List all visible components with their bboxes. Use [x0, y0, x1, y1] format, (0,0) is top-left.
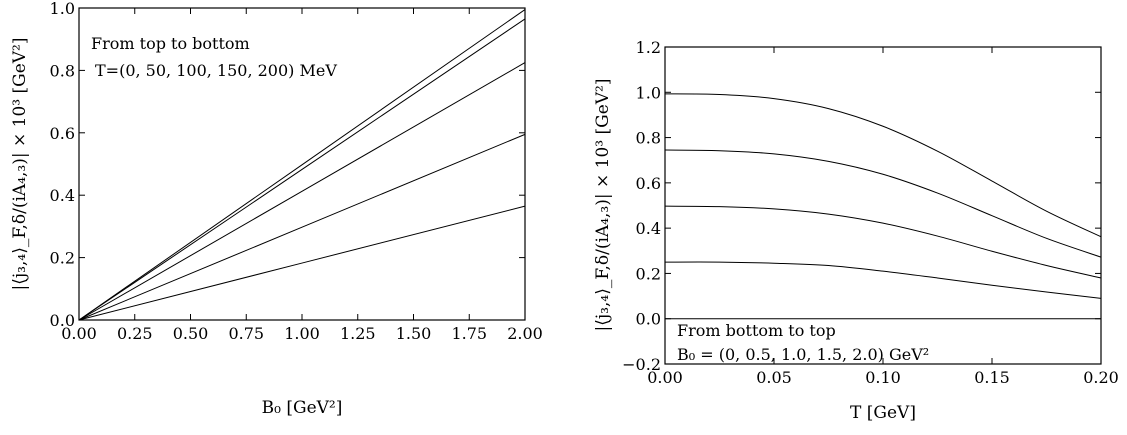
left-curves [78, 9, 526, 321]
y-tick-label: 0.0 [50, 311, 75, 330]
right-x-axis-label: T [GeV] [850, 403, 916, 423]
y-tick-label: 0.4 [636, 219, 661, 238]
series-line-3 [78, 133, 526, 321]
x-tick-label: 0.00 [61, 324, 97, 343]
series-line-2 [78, 62, 526, 321]
x-tick-label: 0.75 [228, 324, 264, 343]
y-tick-label: 1.0 [636, 83, 661, 102]
series-line-4 [664, 93, 1102, 238]
right-y-tick-labels: −0.2 0.0 0.2 0.4 0.6 0.8 1.0 1.2 [622, 38, 661, 374]
x-tick-label: 1.00 [284, 324, 320, 343]
x-tick-label: 0.20 [1083, 368, 1119, 387]
right-x-tick-labels: 0.00 0.05 0.10 0.15 0.20 [647, 368, 1119, 387]
y-tick-label: 0.2 [50, 249, 75, 268]
x-tick-label: 2.00 [507, 324, 543, 343]
y-tick-label: 0.2 [636, 264, 661, 283]
series-line-1 [78, 18, 526, 321]
left-x-axis-label: B₀ [GeV²] [262, 398, 343, 418]
right-panel: 0.00 0.05 0.10 0.15 0.20 −0.2 0.0 0.2 0.4 0.6 0.8… [593, 38, 1119, 423]
y-tick-label: 1.2 [636, 38, 661, 57]
left-annotation-line-2: T=(0, 50, 100, 150, 200) MeV [95, 61, 337, 80]
x-tick-label: 0.05 [756, 368, 792, 387]
series-line-3 [664, 149, 1102, 258]
left-x-tick-labels: 0.00 0.25 0.50 0.75 1.00 1.25 1.50 1.75 2.00 [61, 324, 543, 343]
x-tick-label: 1.75 [451, 324, 487, 343]
y-tick-label: 0.8 [50, 61, 75, 80]
x-tick-label: 0.15 [974, 368, 1010, 387]
x-tick-label: 1.50 [396, 324, 432, 343]
left-y-axis-label: |⟨j₃,₄⟩_F,δ/(iA₄,₃)| × 10³ [GeV²] [10, 38, 30, 291]
left-panel: 0.00 0.25 0.50 0.75 1.00 1.25 1.50 1.75 2.00 0.0… [10, 0, 543, 418]
x-tick-label: 0.10 [865, 368, 901, 387]
right-annotation-line-2: B₀ = (0, 0.5, 1.0, 1.5, 2.0) GeV² [677, 345, 929, 364]
x-tick-label: 1.25 [340, 324, 376, 343]
y-tick-label: 0.8 [636, 129, 661, 148]
left-ticks [78, 7, 526, 321]
y-tick-label: 0.4 [50, 186, 75, 205]
x-tick-label: 0.50 [173, 324, 209, 343]
y-tick-label: 0.6 [636, 174, 661, 193]
y-tick-label: −0.2 [622, 355, 661, 374]
y-tick-label: 0.6 [50, 124, 75, 143]
series-line-4 [78, 205, 526, 321]
right-ticks [664, 46, 1102, 365]
series-line-1 [664, 261, 1102, 299]
right-curves [664, 93, 1102, 320]
x-tick-label: 0.00 [647, 368, 683, 387]
y-tick-label: 0.0 [636, 310, 661, 329]
right-y-axis-label: |⟨j₃,₄⟩_F,δ/(iA₄,₃)| × 10³ [GeV²] [593, 79, 613, 332]
series-line-0 [78, 9, 526, 321]
right-annotation-line-1: From bottom to top [677, 321, 836, 340]
left-y-tick-labels: 0.0 0.2 0.4 0.6 0.8 1.0 [50, 0, 75, 330]
x-tick-label: 0.25 [117, 324, 153, 343]
left-annotation-line-1: From top to bottom [91, 34, 250, 53]
series-line-2 [664, 205, 1102, 279]
y-tick-label: 1.0 [50, 0, 75, 18]
